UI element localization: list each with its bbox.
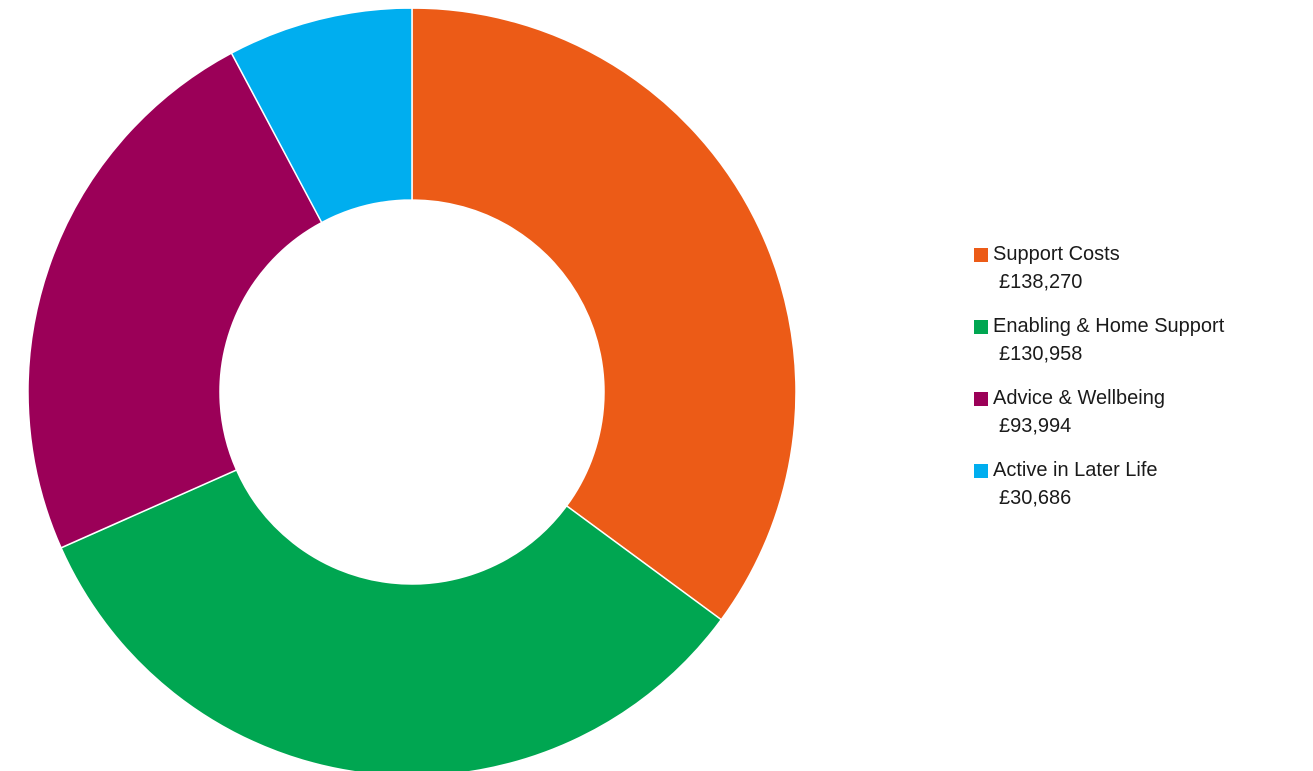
legend-label: Support Costs (993, 243, 1120, 265)
legend-value: £93,994 (999, 415, 1072, 437)
legend-label: Active in Later Life (993, 459, 1158, 481)
legend-item-advice-wellbeing: Advice & Wellbeing £93,994 (974, 384, 1304, 440)
legend-value: £138,270 (999, 271, 1083, 293)
legend-value: £130,958 (999, 343, 1083, 365)
legend-swatch (974, 248, 988, 262)
legend-value: £30,686 (999, 487, 1072, 509)
legend-label: Enabling & Home Support (993, 315, 1225, 337)
chart-legend: Support Costs £138,270 Enabling & Home S… (974, 240, 1304, 528)
legend-item-active-in-later-life: Active in Later Life £30,686 (974, 456, 1304, 512)
donut-slice-active-in-later-life (230, 7, 413, 224)
donut-slice-advice-wellbeing (27, 52, 323, 549)
donut-slice-enabling-home-support (60, 468, 723, 771)
legend-item-support-costs: Support Costs £138,270 (974, 240, 1304, 296)
legend-label: Advice & Wellbeing (993, 387, 1165, 409)
legend-item-enabling-home-support: Enabling & Home Support £130,958 (974, 312, 1304, 368)
legend-swatch (974, 464, 988, 478)
legend-swatch (974, 320, 988, 334)
donut-slice-support-costs (411, 7, 797, 621)
legend-swatch (974, 392, 988, 406)
